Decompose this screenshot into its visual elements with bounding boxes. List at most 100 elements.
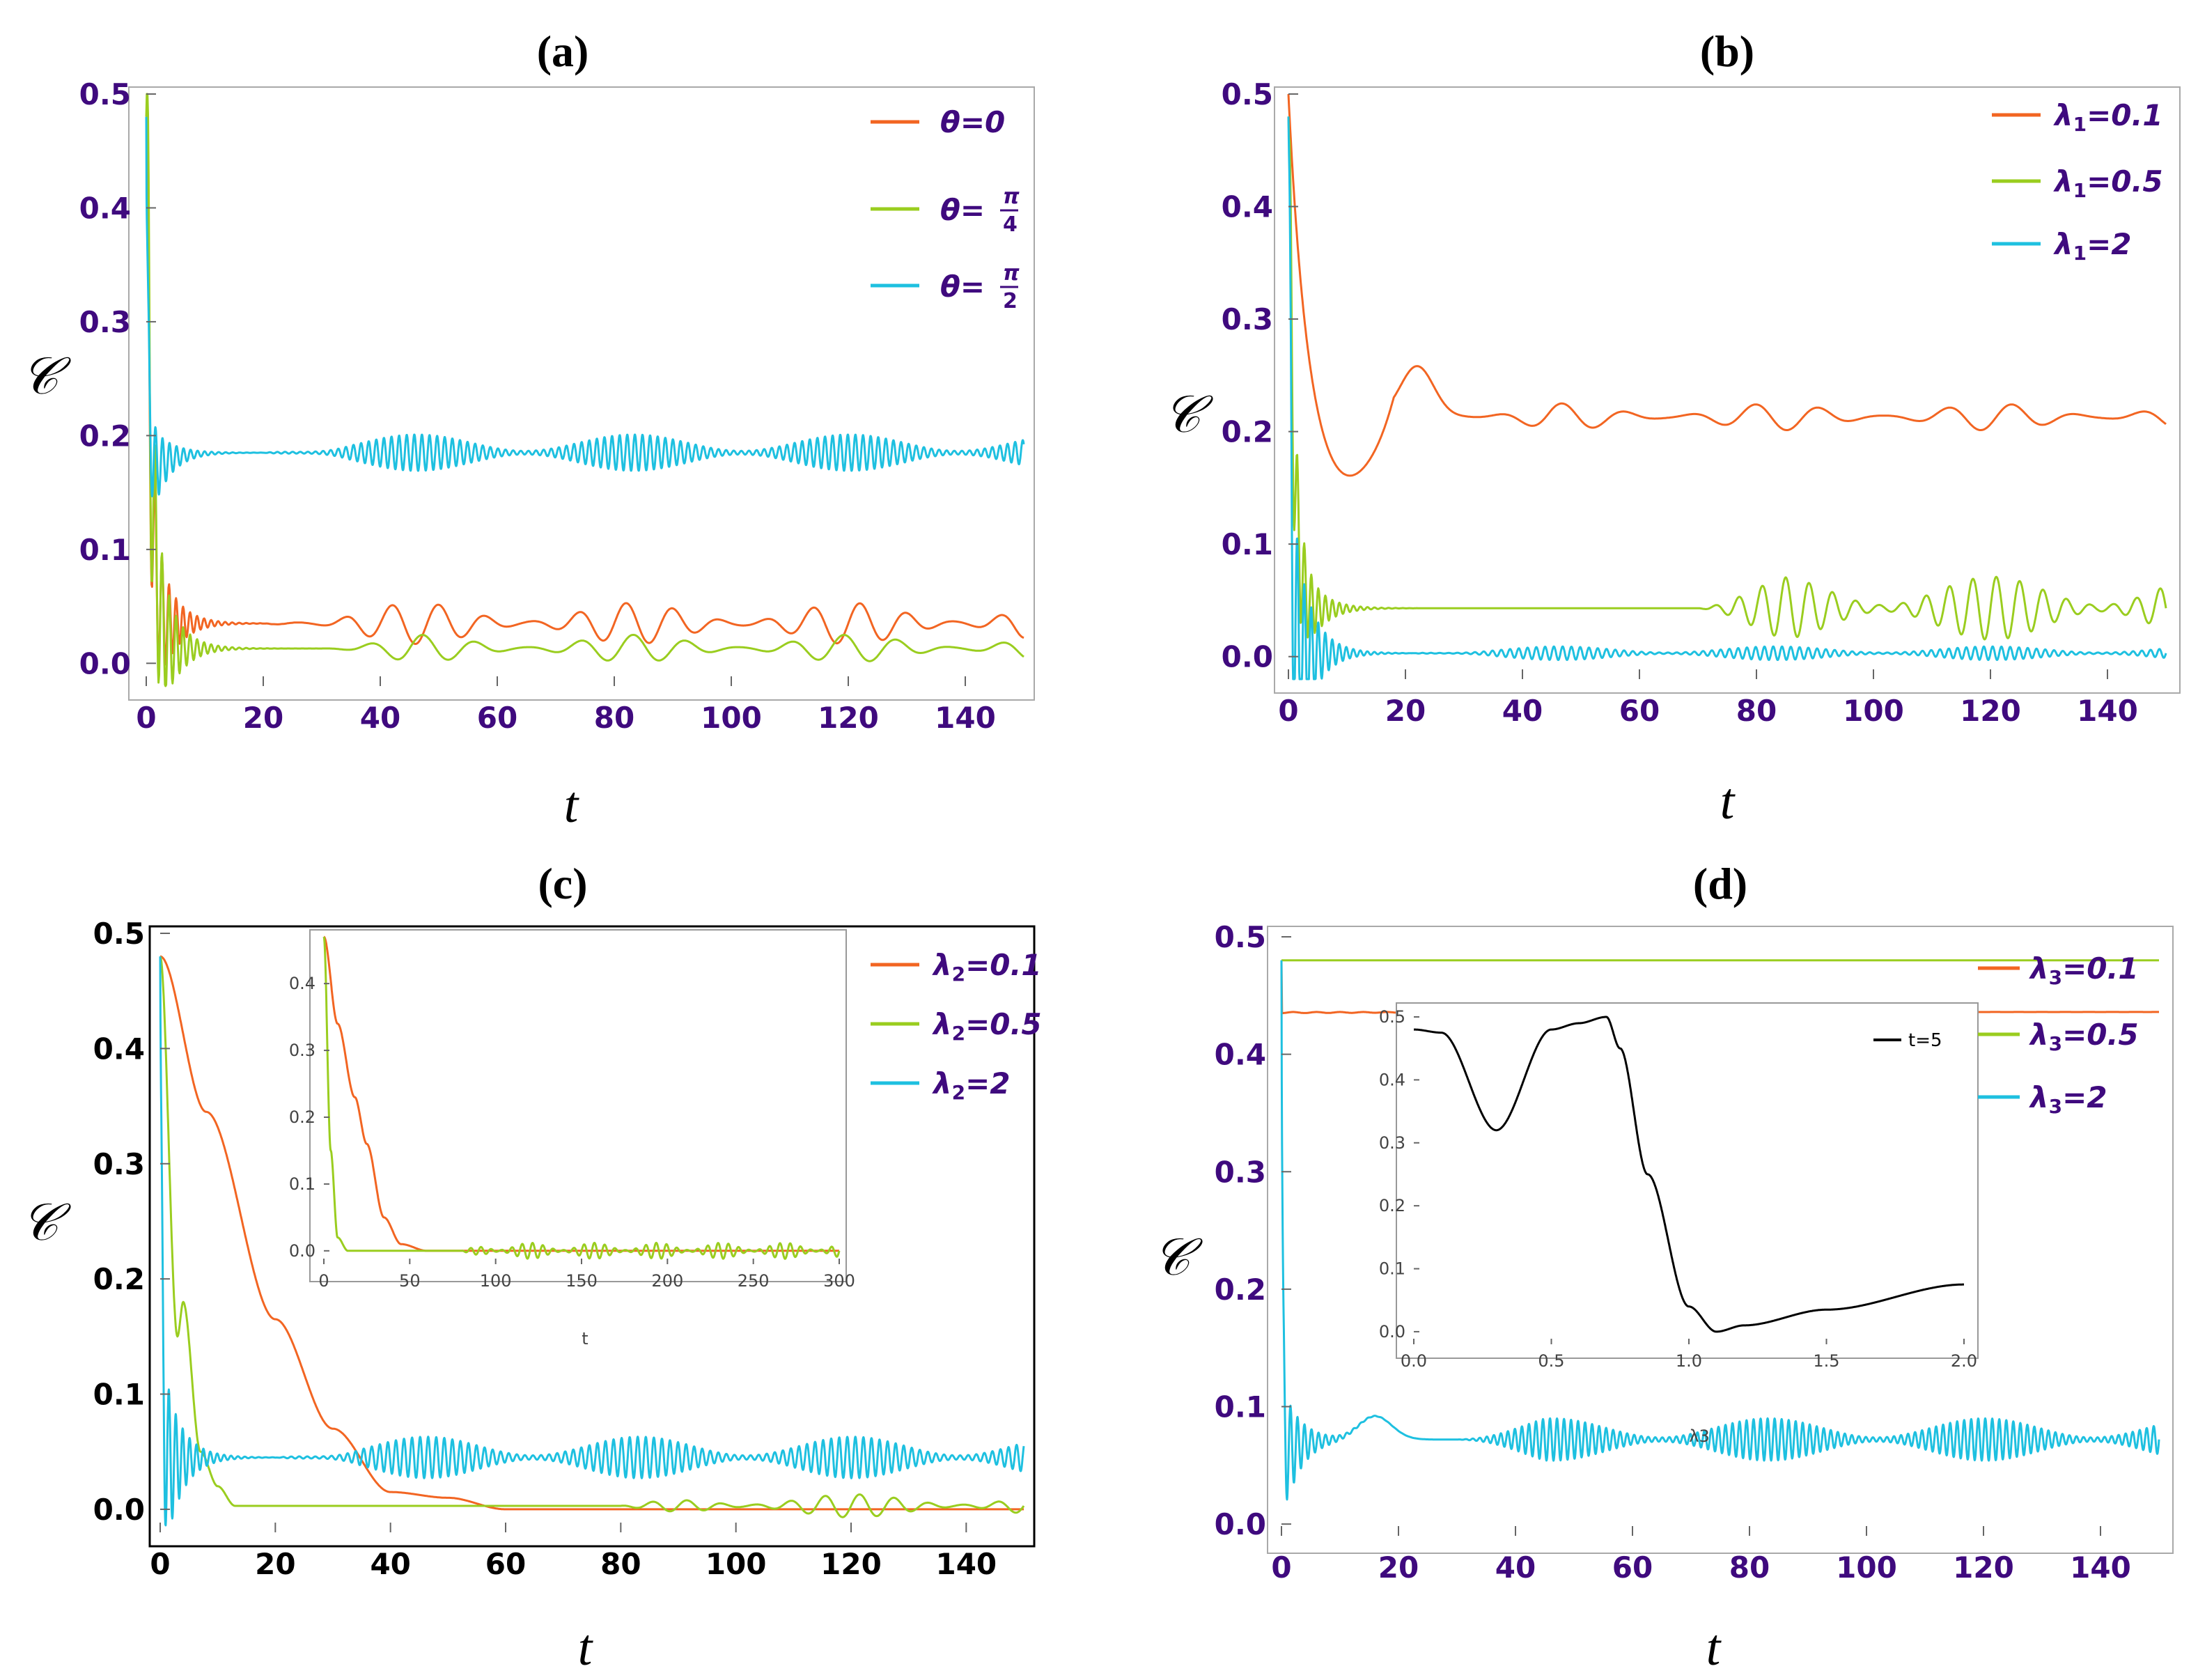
y-tick-label: 0.1 [79, 533, 131, 567]
x-tick-label: 100 [1843, 694, 1904, 728]
x-tick-label: 300 [823, 1271, 855, 1291]
panel-d-xlabel: t [1706, 1619, 1722, 1677]
x-tick-label: 50 [399, 1271, 421, 1291]
y-tick-label: 0.0 [289, 1241, 315, 1261]
y-tick-label: 0.4 [1379, 1070, 1405, 1089]
y-tick-label: 0.3 [1222, 302, 1273, 336]
x-tick-label: 120 [1953, 1550, 2014, 1585]
y-tick-label: 0.3 [93, 1147, 145, 1181]
panel-a-xlabel: t [564, 777, 580, 834]
x-tick-label: 40 [370, 1547, 410, 1581]
panel-c-ticks: 0 20 40 60 80 100 120 140 0.0 0.1 0.2 0.3 0.4 0.5 [93, 917, 997, 1581]
panel-d-frame [1267, 926, 2174, 1554]
series-line--2-0-5-t-300- [322, 936, 841, 1260]
x-tick-label: 0.5 [1538, 1351, 1564, 1371]
x-tick-label: 0 [136, 701, 156, 735]
panel-d-inset-ticks: 0.0 0.5 1.0 1.5 2.0 0.0 0.1 0.2 0.3 0.4 0.5 [1379, 1007, 1977, 1371]
y-tick-label: 0.0 [93, 1493, 145, 1527]
legend-label-a1-num: π [1003, 185, 1020, 209]
legend-label-a2-num: π [1003, 261, 1020, 286]
panel-b-xlabel: t [1720, 773, 1736, 830]
x-tick-label: 2.0 [1951, 1351, 1977, 1371]
panel-d: (d) 0 20 40 60 80 100 120 140 0.0 0.1 0.2 0.3 0.4 0.5… [1153, 859, 2174, 1677]
x-tick-label: 40 [1502, 694, 1543, 728]
y-tick-label: 0.3 [1215, 1155, 1266, 1189]
x-tick-label: 40 [1495, 1550, 1536, 1585]
legend-label-a2-prefix: θ= [940, 270, 985, 304]
y-tick-label: 0.4 [93, 1032, 145, 1066]
series-line--1-2 [1287, 116, 2167, 680]
x-tick-label: 100 [706, 1547, 767, 1581]
y-tick-label: 0.0 [1222, 640, 1273, 674]
legend-label-a2-den: 2 [1003, 289, 1018, 313]
y-tick-label: 0.1 [1222, 527, 1273, 561]
x-tick-label: 40 [360, 701, 400, 735]
x-tick-label: 120 [818, 701, 879, 735]
legend-label-b2: λ1=2 [2053, 227, 2131, 265]
panel-d-ylabel: 𝒞 [1153, 1229, 1203, 1286]
panel-b-plot [1287, 93, 2167, 680]
panel-a-title: (a) [537, 26, 589, 76]
x-tick-label: 100 [480, 1271, 512, 1291]
y-tick-label: 0.1 [289, 1174, 315, 1194]
x-tick-label: 80 [600, 1547, 641, 1581]
x-tick-label: 20 [1378, 1550, 1419, 1585]
y-tick-label: 0.2 [1379, 1196, 1405, 1215]
x-tick-label: 150 [566, 1271, 598, 1291]
series-line--2-0-5 [159, 956, 1025, 1518]
legend-label-c1: λ2=0.5 [932, 1007, 1042, 1045]
y-tick-label: 0.4 [1222, 190, 1273, 224]
panel-d-title: (d) [1693, 859, 1747, 908]
y-tick-label: 0.0 [79, 646, 131, 680]
panel-b-frame [1274, 86, 2181, 694]
panel-a: (a) 0 20 40 60 80 100 120 140 0.0 0.1 0.2 0.3 0.4 0.5… [21, 26, 1035, 834]
x-tick-label: 140 [2070, 1550, 2131, 1585]
x-tick-label: 100 [701, 701, 762, 735]
panel-b-legend: λ1=0.1 λ1=0.5 λ1=2 [1992, 98, 2163, 265]
x-tick-label: 140 [2077, 694, 2138, 728]
panel-c-plot [159, 955, 1025, 1527]
panel-c-inset: 0 50 100 150 200 250 300 0.0 0.1 0.2 0.3 0.4 t [289, 929, 855, 1348]
legend-label-c0: λ2=0.1 [932, 948, 1042, 986]
x-tick-label: 120 [1960, 694, 2021, 728]
y-tick-label: 0.1 [93, 1378, 145, 1412]
panel-c-frame [148, 925, 1036, 1548]
panel-b: (b) 0 20 40 60 80 100 120 140 0.0 0.1 0.2 0.3 0.4 0.5… [1163, 26, 2181, 830]
series-line--4 [145, 93, 1024, 687]
x-tick-label: 60 [485, 1547, 526, 1581]
y-tick-label: 0.0 [1215, 1507, 1266, 1541]
panel-c-ylabel: 𝒞 [21, 1195, 71, 1252]
panel-b-ylabel: 𝒞 [1163, 387, 1213, 444]
panel-d-inset-frame [1396, 1002, 1979, 1359]
series-line-t-5 [1413, 1016, 1965, 1333]
y-tick-label: 0.5 [1222, 77, 1273, 111]
legend-label-a1-prefix: θ= [940, 193, 985, 227]
x-tick-label: 80 [1729, 1550, 1770, 1585]
panel-a-ylabel: 𝒞 [21, 348, 71, 405]
x-tick-label: 1.0 [1676, 1351, 1702, 1371]
x-tick-label: 0 [1271, 1550, 1291, 1585]
y-tick-label: 0.5 [93, 917, 145, 951]
panel-b-ticks: 0 20 40 60 80 100 120 140 0.0 0.1 0.2 0.3 0.4 0.5 [1222, 77, 2138, 728]
y-tick-label: 0.2 [1222, 415, 1273, 449]
series-line--1-0-1 [1287, 93, 2167, 477]
y-tick-label: 0.4 [1215, 1038, 1266, 1072]
panel-c-inset-xlabel: t [582, 1329, 588, 1348]
legend-label-b0: λ1=0.1 [2053, 98, 2163, 136]
panel-c-legend: λ2=0.1 λ2=0.5 λ2=2 [871, 948, 1042, 1104]
panel-d-inset-xlabel: λ3 [1689, 1426, 1709, 1446]
y-tick-label: 0.3 [79, 305, 131, 339]
panel-c-xlabel: t [578, 1619, 594, 1677]
y-tick-label: 0.4 [79, 191, 131, 225]
y-tick-label: 0.4 [289, 974, 315, 993]
series-line--3-2 [1280, 960, 2160, 1501]
x-tick-label: 60 [1619, 694, 1660, 728]
panel-d-ticks: 0 20 40 60 80 100 120 140 0.0 0.1 0.2 0.3 0.4 0.5 [1215, 920, 2131, 1585]
x-tick-label: 140 [935, 1547, 997, 1581]
x-tick-label: 250 [738, 1271, 770, 1291]
panel-d-legend: λ3=0.1 λ3=0.5 λ3=2 [1978, 951, 2139, 1118]
x-tick-label: 200 [651, 1271, 683, 1291]
panel-a-frame [128, 86, 1035, 701]
x-tick-label: 80 [594, 701, 634, 735]
series-line--1-0-5 [1287, 116, 2167, 641]
